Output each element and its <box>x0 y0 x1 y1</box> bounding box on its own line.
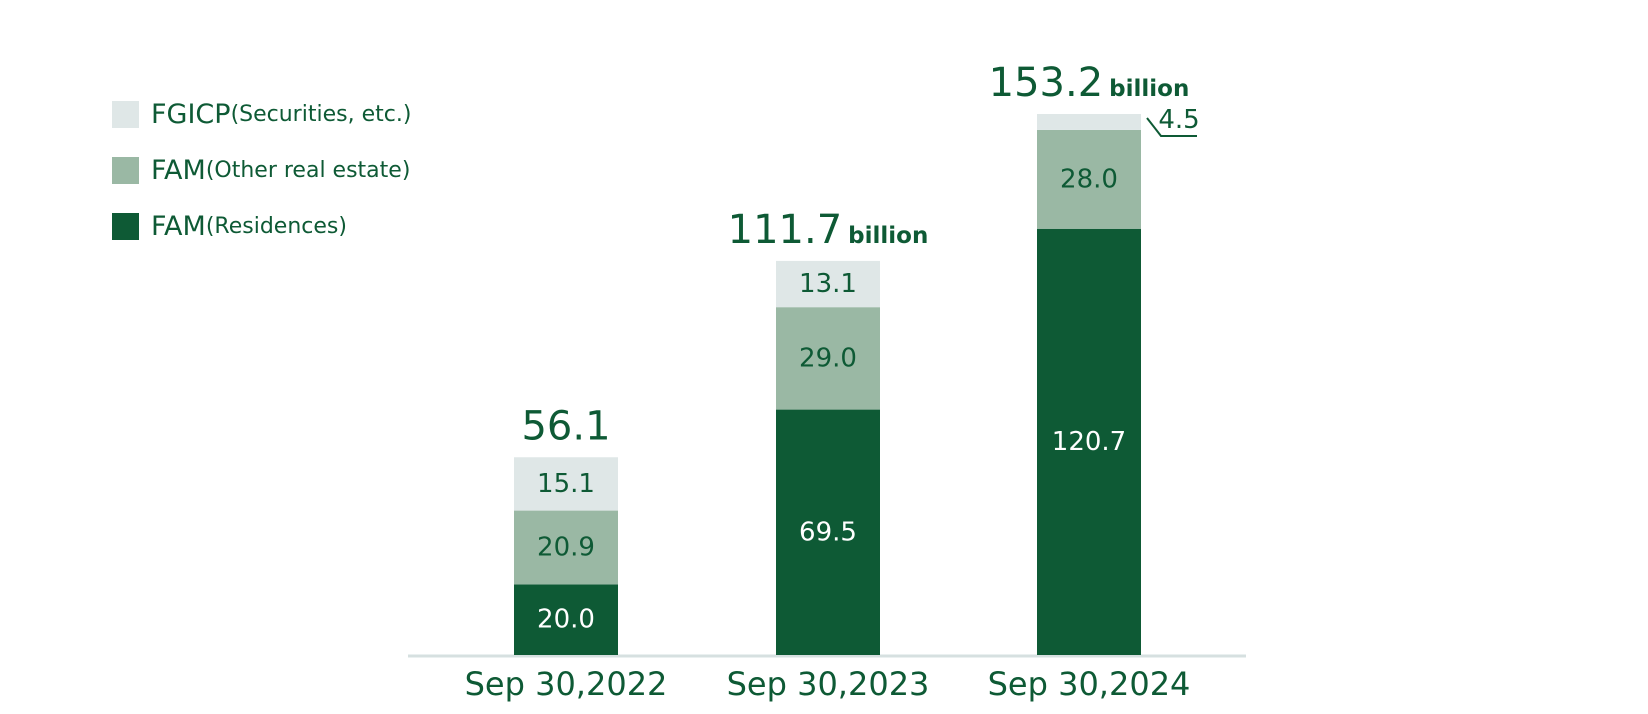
total-value: 153.2 <box>989 60 1104 106</box>
x-tick-label: Sep 30,2022 <box>465 665 668 703</box>
total-unit: billion <box>1109 76 1189 102</box>
legend-swatch-securities <box>112 100 139 128</box>
bar-segment-residences-1 <box>776 409 880 655</box>
legend-swatch-residences <box>112 212 139 240</box>
value-label: 15.1 <box>537 469 595 499</box>
bar-segment-other-real-estate-0 <box>514 510 618 585</box>
value-label: 20.0 <box>537 605 595 635</box>
leader-line <box>1146 117 1197 137</box>
x-tick-label: Sep 30,2024 <box>988 665 1191 703</box>
value-label: 13.1 <box>799 269 857 299</box>
value-label: 20.9 <box>537 532 595 562</box>
bar-segment-other-real-estate-1 <box>776 307 880 410</box>
total-value: 111.7 <box>728 207 843 253</box>
bar-segment-securities-1 <box>776 260 880 308</box>
x-tick-label: Sep 30,2023 <box>727 665 930 703</box>
legend-item-securities: FGICP (Securities, etc.) <box>112 86 411 142</box>
value-label: 69.5 <box>799 517 857 547</box>
bar-segment-securities-0 <box>514 457 618 511</box>
value-label: 4.5 <box>1158 105 1199 135</box>
bar-segment-other-real-estate-2 <box>1037 129 1141 229</box>
legend-label-other-real-estate: FAM <box>151 154 206 186</box>
value-label: 29.0 <box>799 343 857 373</box>
bar-segment-securities-2 <box>1037 114 1141 130</box>
total-value: 56.1 <box>521 403 610 449</box>
total-label: 56.1 <box>521 403 610 449</box>
total-unit: billion <box>848 223 928 249</box>
bar-segment-residences-0 <box>514 584 618 655</box>
value-label: 120.7 <box>1052 427 1126 457</box>
value-label: 28.0 <box>1060 164 1118 194</box>
legend-item-other-real-estate: FAM (Other real estate) <box>112 142 411 198</box>
legend-swatch-other-real-estate <box>112 156 139 184</box>
legend: FGICP (Securities, etc.) FAM (Other real… <box>112 86 411 254</box>
legend-qualifier-other-real-estate: (Other real estate) <box>205 157 411 183</box>
legend-label-securities: FGICP <box>151 98 231 130</box>
legend-label-residences: FAM <box>151 210 206 242</box>
legend-item-residences: FAM (Residences) <box>112 198 411 254</box>
legend-qualifier-securities: (Securities, etc.) <box>230 101 412 127</box>
total-label: 111.7 billion <box>728 207 929 253</box>
bar-segment-residences-2 <box>1037 228 1141 655</box>
legend-qualifier-residences: (Residences) <box>205 213 347 239</box>
total-label: 153.2 billion <box>989 60 1190 106</box>
